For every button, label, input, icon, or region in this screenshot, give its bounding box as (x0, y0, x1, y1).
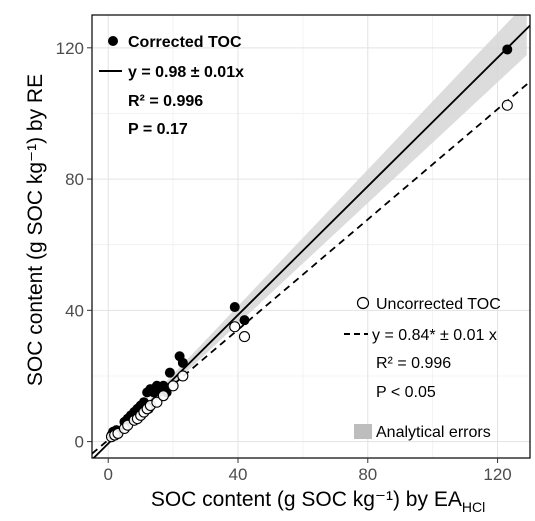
point-uncorrected-toc (157, 390, 169, 402)
x-tick-label: 40 (229, 465, 248, 484)
y-tick-label: 40 (65, 301, 84, 320)
panel-border (91, 14, 531, 459)
legend-uncorrected-equation: y = 0.84* ± 0.01 x (372, 327, 497, 344)
point-uncorrected-toc (238, 331, 251, 343)
legend-corrected-p: P = 0.17 (128, 121, 188, 138)
x-tick-label: 0 (103, 465, 112, 484)
point-corrected-toc (177, 357, 188, 368)
point-corrected-toc (239, 315, 250, 326)
legend-uncorrected-p: P < 0.05 (376, 384, 436, 401)
legend-corrected-label: Corrected TOC (128, 34, 242, 51)
legend-error-label: Analytical errors (376, 424, 491, 441)
y-axis-title: SOC content (g SOC kg⁻¹) by RE (24, 74, 47, 386)
data-points (105, 44, 513, 443)
grid (92, 15, 530, 458)
y-tick-label: 80 (65, 170, 84, 189)
error-band (92, 15, 527, 458)
legend-corrected-equation: y = 0.98 ± 0.01x (128, 64, 244, 81)
legend-corrected: Corrected TOC y = 0.98 ± 0.01x R² = 0.99… (99, 34, 244, 138)
y-tick-label: 120 (56, 39, 84, 58)
point-uncorrected-toc (177, 370, 189, 382)
x-axis-title-main: SOC content (g SOC kg⁻¹) by EA (151, 488, 462, 511)
point-corrected-toc (164, 367, 175, 378)
point-uncorrected-toc (167, 380, 179, 392)
x-axis-title: SOC content (g SOC kg⁻¹) by EAHCl (151, 488, 485, 515)
legend-uncorrected: Uncorrected TOC y = 0.84* ± 0.01 x R² = … (344, 296, 501, 441)
point-uncorrected-toc (501, 99, 513, 111)
x-tick-label: 80 (358, 465, 377, 484)
point-corrected-toc (502, 44, 513, 55)
legend-uncorrected-r2: R² = 0.996 (376, 355, 451, 372)
legend-error-swatch (354, 424, 372, 439)
analytical-error-band (92, 15, 527, 458)
y-tick-label: 0 (75, 433, 84, 452)
point-uncorrected-toc (229, 321, 241, 333)
axis-ticks: 0 40 80 120 0 40 80 120 (56, 39, 512, 484)
x-tick-label: 120 (483, 465, 511, 484)
x-axis-title-sub: HCl (462, 499, 485, 515)
legend-corrected-r2: R² = 0.996 (128, 93, 203, 110)
point-corrected-toc (229, 302, 240, 313)
legend-filled-marker (108, 36, 118, 46)
point-uncorrected-toc (151, 396, 163, 408)
legend-uncorrected-label: Uncorrected TOC (376, 296, 501, 313)
legend-open-marker (356, 296, 370, 310)
